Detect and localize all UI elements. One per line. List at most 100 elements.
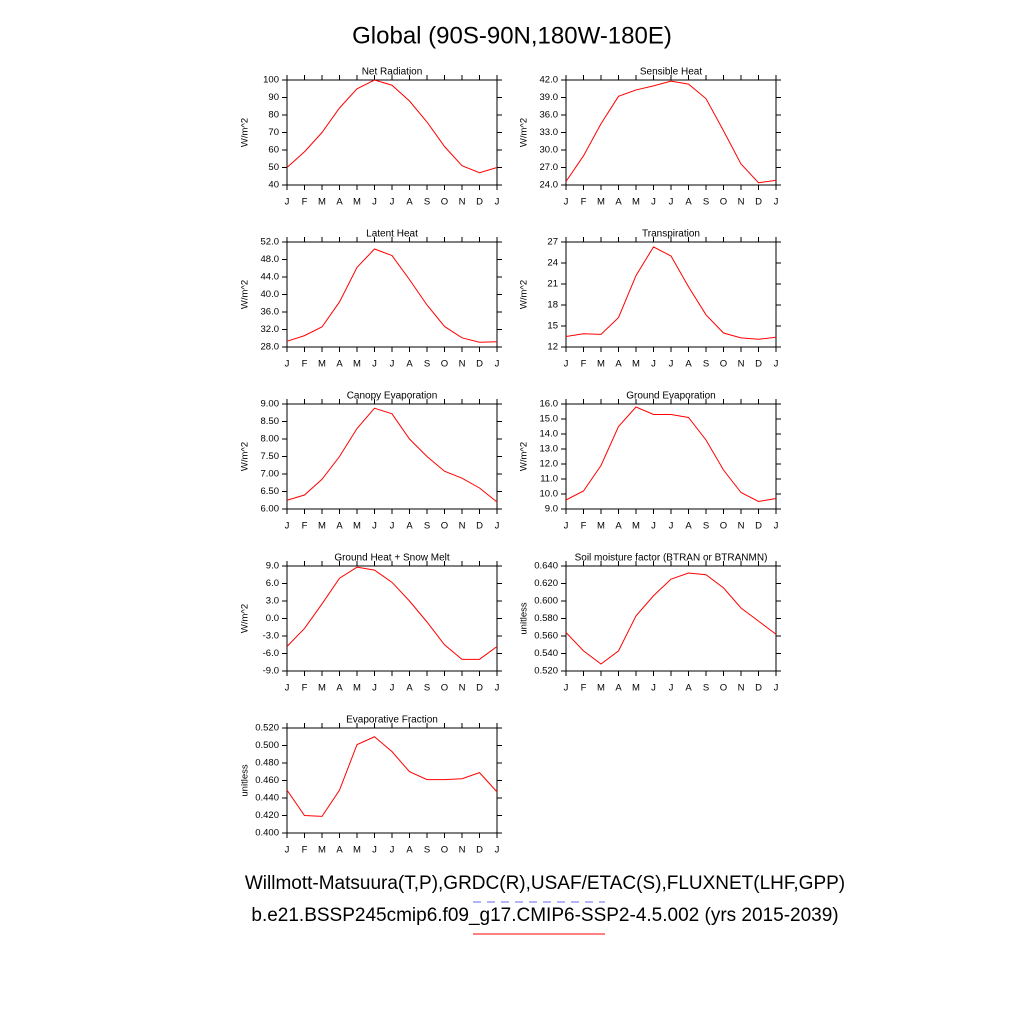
y-tick-label: 8.50 <box>261 416 280 427</box>
x-tick-label: A <box>336 845 343 856</box>
x-tick-label: J <box>495 197 500 208</box>
x-tick-label: A <box>615 359 622 370</box>
data-line <box>286 407 498 503</box>
y-tick-label: 40 <box>268 180 279 191</box>
x-tick-label: A <box>406 683 413 694</box>
y-tick-label: 0.520 <box>534 666 558 677</box>
x-tick-label: A <box>685 521 692 532</box>
y-tick-label: 27 <box>547 237 558 248</box>
x-tick-label: J <box>372 197 377 208</box>
plot-frame <box>286 79 498 186</box>
x-tick-label: J <box>564 197 569 208</box>
x-tick-label: M <box>353 521 361 532</box>
x-tick-label: J <box>390 845 395 856</box>
y-axis-label: W/m^2 <box>240 442 251 471</box>
y-tick-label: 50 <box>268 162 279 173</box>
x-tick-label: J <box>564 521 569 532</box>
x-tick-label: M <box>318 197 326 208</box>
x-tick-label: J <box>372 845 377 856</box>
panel-title: Ground Evaporation <box>626 391 716 402</box>
y-tick-label: 3.0 <box>266 596 279 607</box>
x-tick-label: N <box>459 845 466 856</box>
x-tick-label: N <box>738 197 745 208</box>
x-tick-label: A <box>615 683 622 694</box>
y-tick-label: 39.0 <box>540 92 559 103</box>
x-tick-label: F <box>302 845 308 856</box>
x-tick-label: J <box>669 197 674 208</box>
y-tick-label: 12.0 <box>540 459 559 470</box>
y-tick-label: -6.0 <box>263 648 279 659</box>
x-tick-label: N <box>459 683 466 694</box>
y-tick-label: 6.0 <box>266 578 279 589</box>
panel-title: Net Radiation <box>362 67 423 78</box>
x-tick-label: M <box>318 845 326 856</box>
x-tick-label: O <box>720 197 727 208</box>
y-tick-label: 0.0 <box>266 613 279 624</box>
y-tick-label: 0.480 <box>255 758 279 769</box>
y-tick-label: -3.0 <box>263 631 279 642</box>
x-tick-label: J <box>564 359 569 370</box>
y-tick-label: 42.0 <box>540 75 559 86</box>
x-tick-label: S <box>703 683 709 694</box>
y-tick-label: 90 <box>268 92 279 103</box>
x-tick-label: J <box>774 197 779 208</box>
x-tick-label: A <box>336 521 343 532</box>
y-tick-label: 18 <box>547 300 558 311</box>
x-tick-label: J <box>495 521 500 532</box>
x-tick-label: J <box>285 359 290 370</box>
y-tick-label: 28.0 <box>261 342 280 353</box>
x-tick-label: J <box>495 845 500 856</box>
data-line <box>565 572 777 665</box>
x-tick-label: M <box>597 521 605 532</box>
y-tick-label: 40.0 <box>261 289 280 300</box>
y-tick-label: 0.520 <box>255 723 279 734</box>
y-tick-label: 30.0 <box>540 145 559 156</box>
y-tick-label: 13.0 <box>540 444 559 455</box>
x-tick-label: A <box>685 683 692 694</box>
x-tick-label: J <box>390 521 395 532</box>
x-tick-label: J <box>669 683 674 694</box>
y-tick-label: 7.50 <box>261 451 280 462</box>
y-tick-label: 36.0 <box>261 307 280 318</box>
y-tick-label: 27.0 <box>540 162 559 173</box>
plot-frame <box>286 727 498 834</box>
x-tick-label: J <box>669 521 674 532</box>
x-tick-label: A <box>336 197 343 208</box>
plot-frame <box>565 241 777 348</box>
x-tick-label: S <box>424 683 430 694</box>
y-axis-label: unitless <box>519 602 530 634</box>
panel-title: Sensible Heat <box>640 67 702 78</box>
y-tick-label: 14.0 <box>540 429 559 440</box>
x-tick-label: J <box>564 683 569 694</box>
x-tick-label: D <box>476 845 483 856</box>
x-tick-label: S <box>424 359 430 370</box>
x-tick-label: M <box>597 197 605 208</box>
x-tick-label: M <box>597 683 605 694</box>
x-tick-label: M <box>318 359 326 370</box>
y-tick-label: 0.640 <box>534 561 558 572</box>
x-tick-label: J <box>774 359 779 370</box>
y-tick-label: 100 <box>263 75 279 86</box>
x-tick-label: A <box>685 197 692 208</box>
x-tick-label: O <box>720 683 727 694</box>
x-tick-label: S <box>703 359 709 370</box>
x-tick-label: J <box>372 359 377 370</box>
x-tick-label: N <box>459 359 466 370</box>
page-title: Global (90S-90N,180W-180E) <box>352 22 672 49</box>
data-line <box>286 248 498 343</box>
y-axis-label: W/m^2 <box>519 280 530 309</box>
x-tick-label: O <box>441 197 448 208</box>
panel-title: Soil moisture factor (BTRAN or BTRANMN) <box>575 553 768 564</box>
y-tick-label: 44.0 <box>261 272 280 283</box>
x-tick-label: M <box>632 521 640 532</box>
x-tick-label: O <box>720 521 727 532</box>
x-tick-label: M <box>353 359 361 370</box>
y-tick-label: -9.0 <box>263 666 279 677</box>
y-tick-label: 0.620 <box>534 578 558 589</box>
panel-title: Canopy Evaporation <box>347 391 438 402</box>
y-axis-label: unitless <box>240 764 251 796</box>
x-tick-label: F <box>302 521 308 532</box>
x-tick-label: F <box>581 683 587 694</box>
x-tick-label: J <box>669 359 674 370</box>
